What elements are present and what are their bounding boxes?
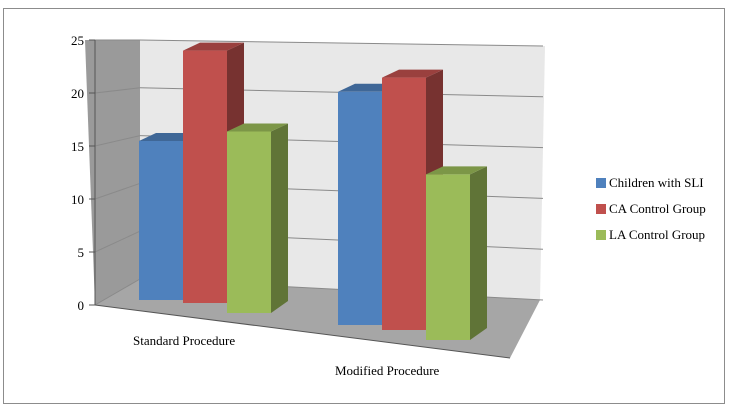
legend-item-la: LA Control Group <box>596 222 706 248</box>
y-tick-label: 15 <box>71 139 84 154</box>
legend-label: LA Control Group <box>609 227 706 242</box>
x-category-label-standard: Standard Procedure <box>133 333 236 348</box>
legend-item-ca: CA Control Group <box>596 196 706 222</box>
legend-swatch-icon <box>596 178 606 188</box>
gridline <box>94 278 141 306</box>
y-tick-label: 5 <box>78 245 85 260</box>
y-tick-label: 25 <box>71 33 84 48</box>
legend-label: Children with SLI <box>609 175 704 190</box>
bar-side <box>470 166 487 340</box>
legend-item-sli: Children with SLI <box>596 170 706 196</box>
x-axis <box>94 304 511 359</box>
bar-front <box>338 91 382 325</box>
bar-front <box>183 50 227 303</box>
legend-swatch-icon <box>596 230 606 240</box>
bar-front <box>227 131 271 313</box>
bar-side <box>271 123 288 313</box>
gridline <box>94 230 141 253</box>
bar-top <box>382 69 443 78</box>
bar-top <box>183 42 244 51</box>
legend-label: CA Control Group <box>609 201 706 216</box>
bar-front <box>382 77 426 330</box>
bar-top <box>227 123 288 132</box>
chart-legend: Children with SLI CA Control Group LA Co… <box>596 170 706 248</box>
side-wall <box>85 40 140 305</box>
gridline <box>139 39 544 47</box>
gridline <box>94 135 141 147</box>
legend-swatch-icon <box>596 204 606 214</box>
bar-top <box>426 166 487 175</box>
bar-front <box>139 141 183 300</box>
y-tick-label: 20 <box>71 86 84 101</box>
gridline <box>94 87 141 94</box>
y-tick-label: 0 <box>78 298 85 313</box>
bar-front <box>426 174 470 340</box>
x-category-label-modified: Modified Procedure <box>335 363 440 378</box>
gridline <box>94 182 141 200</box>
y-tick-label: 10 <box>71 192 84 207</box>
